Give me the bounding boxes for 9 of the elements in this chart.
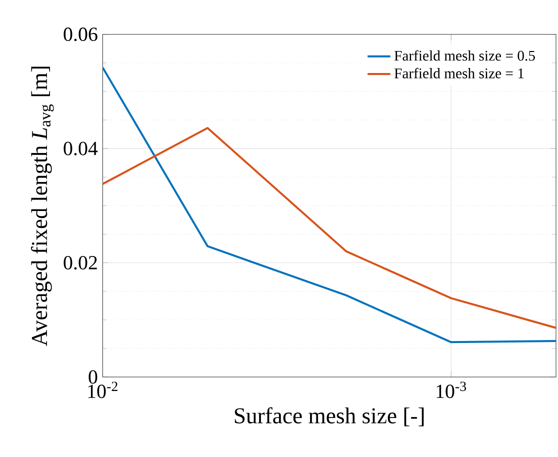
y-axis-title: Averaged fixed length L$_{avg}$ [m]: [30, 66, 54, 346]
legend-label: Farfield mesh size = 0.5: [394, 50, 535, 61]
y-tick-label: 0.06: [64, 28, 98, 42]
x-axis-title: Surface mesh size [-]: [234, 407, 424, 426]
x-tick-label: 10$^{-3}$: [436, 382, 466, 398]
y-tick-label: 0.02: [64, 256, 97, 270]
y-tick-label: 0.04: [64, 142, 98, 156]
y-tick-label: 0: [88, 370, 98, 384]
legend-label: Farfield mesh size = 1: [394, 68, 524, 78]
